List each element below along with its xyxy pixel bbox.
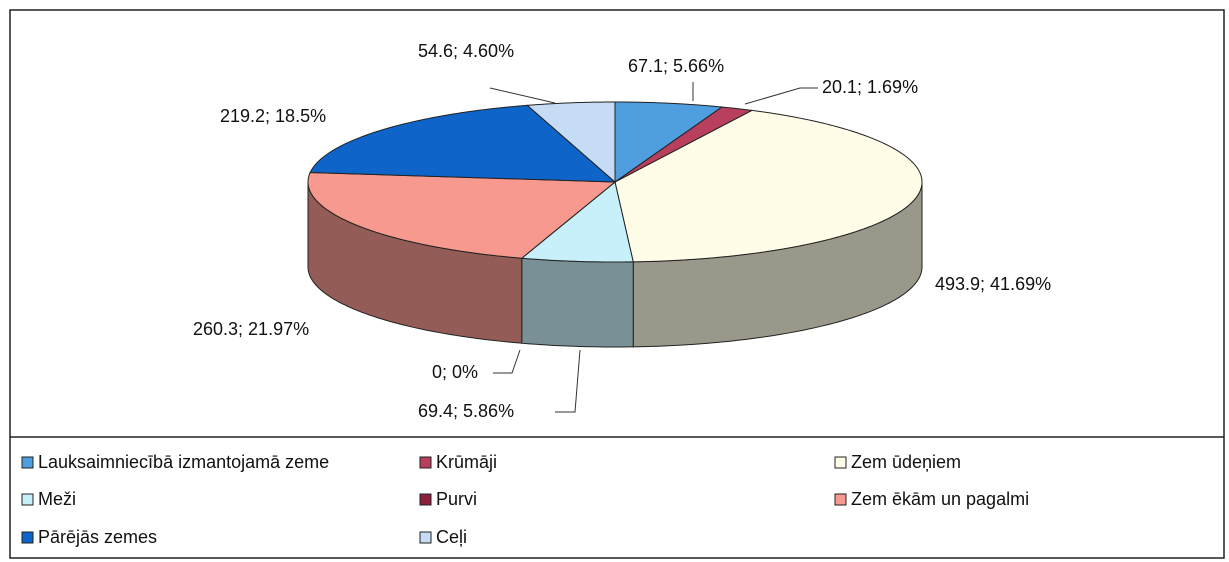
leader-lines [489, 82, 818, 413]
data-labels: 67.1; 5.66% 20.1; 1.69% 493.9; 41.69% 69.4;… [193, 41, 1051, 421]
legend-label: Meži [38, 489, 76, 509]
legend-swatch [419, 531, 432, 544]
legend-swatch [419, 456, 432, 469]
legend-label: Lauksaimniecībā izmantojamā zeme [38, 452, 329, 472]
pie-slice [526, 101, 616, 184]
pie-slice [614, 109, 923, 263]
pie [307, 101, 923, 348]
data-label: 67.1; 5.66% [628, 56, 724, 76]
legend-label: Zem ēkām un pagalmi [851, 489, 1029, 509]
pie-slice [520, 181, 634, 263]
legend-label: Ceļi [436, 527, 467, 547]
legend-label: Zem ūdeņiem [851, 452, 961, 472]
legend-swatch [834, 493, 847, 506]
data-label: 20.1; 1.69% [822, 77, 918, 97]
legend: Lauksaimniecībā izmantojamā zeme Krūmāji Z… [21, 452, 1029, 547]
legend-swatch [419, 493, 432, 506]
data-label: 69.4; 5.86% [418, 401, 514, 421]
legend-swatch [21, 493, 34, 506]
pie-slice [309, 104, 617, 183]
data-label: 219.2; 18.5% [220, 106, 326, 126]
data-label: 54.6; 4.60% [418, 41, 514, 61]
legend-swatch [21, 456, 34, 469]
data-label: 493.9; 41.69% [935, 274, 1051, 294]
legend-swatch [21, 531, 34, 544]
data-label: 260.3; 21.97% [193, 319, 309, 339]
pie-slice [307, 172, 617, 259]
pie-slice [614, 106, 754, 183]
pie-slice [614, 101, 724, 183]
legend-label: Purvi [436, 489, 477, 509]
legend-swatch [834, 456, 847, 469]
legend-label: Krūmāji [436, 452, 497, 472]
legend-label: Pārējās zemes [38, 527, 157, 547]
data-label: 0; 0% [432, 362, 478, 382]
slice-side [521, 257, 634, 348]
